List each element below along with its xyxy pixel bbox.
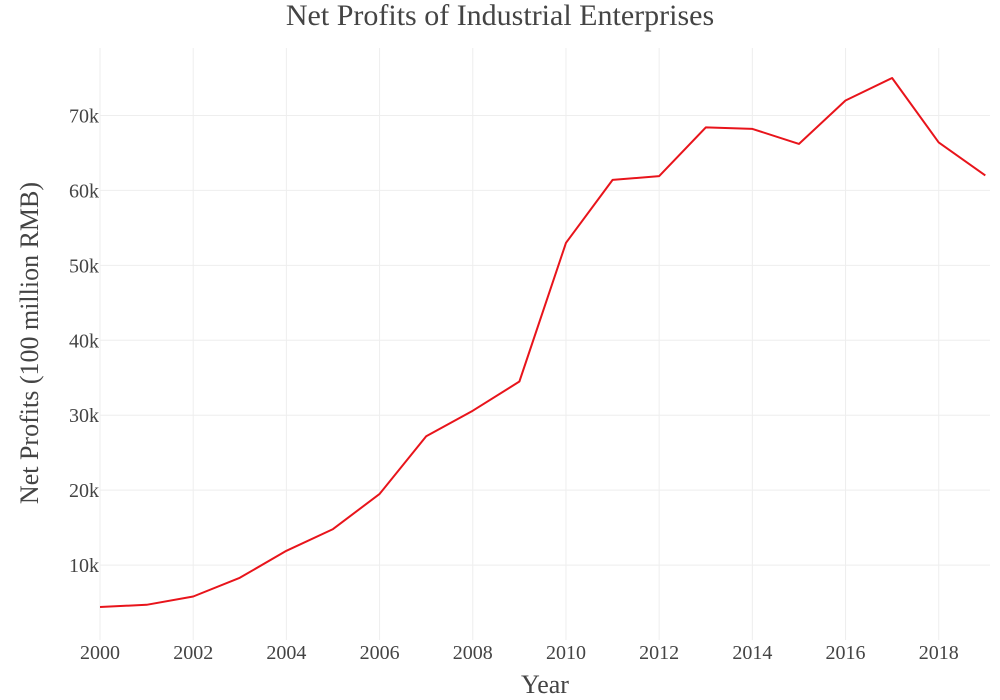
x-tick-label: 2014 (732, 642, 772, 664)
y-tick-label: 30k (69, 405, 99, 427)
x-tick-label: 2018 (919, 642, 959, 664)
series-layer (99, 77, 986, 608)
y-tick-label: 40k (69, 330, 99, 352)
x-gridlines (99, 48, 940, 640)
x-tick-label: 2000 (80, 642, 120, 664)
y-tick-label: 50k (69, 255, 99, 277)
x-tick-label: 2002 (173, 642, 213, 664)
x-axis-ticks: 2000 2002 2004 2006 2008 2010 2012 2014 2016 2018 (80, 642, 959, 664)
x-tick-label: 2010 (546, 642, 586, 664)
y-tick-label: 60k (69, 180, 99, 202)
chart-title: Net Profits of Industrial Enterprises (286, 0, 714, 32)
y-axis-ticks: 10k 20k 30k 40k 50k 60k 70k (69, 105, 99, 577)
x-tick-label: 2008 (453, 642, 493, 664)
y-axis-title: Net Profits (100 million RMB) (15, 182, 44, 504)
y-tick-label: 70k (69, 105, 99, 127)
y-gridlines (100, 114, 990, 566)
y-tick-label: 10k (69, 555, 99, 577)
x-tick-label: 2012 (639, 642, 679, 664)
x-tick-label: 2006 (360, 642, 400, 664)
x-axis-title: Year (521, 670, 569, 699)
series-line (99, 77, 986, 608)
x-tick-label: 2004 (266, 642, 306, 664)
y-tick-label: 20k (69, 480, 99, 502)
x-tick-label: 2016 (826, 642, 866, 664)
